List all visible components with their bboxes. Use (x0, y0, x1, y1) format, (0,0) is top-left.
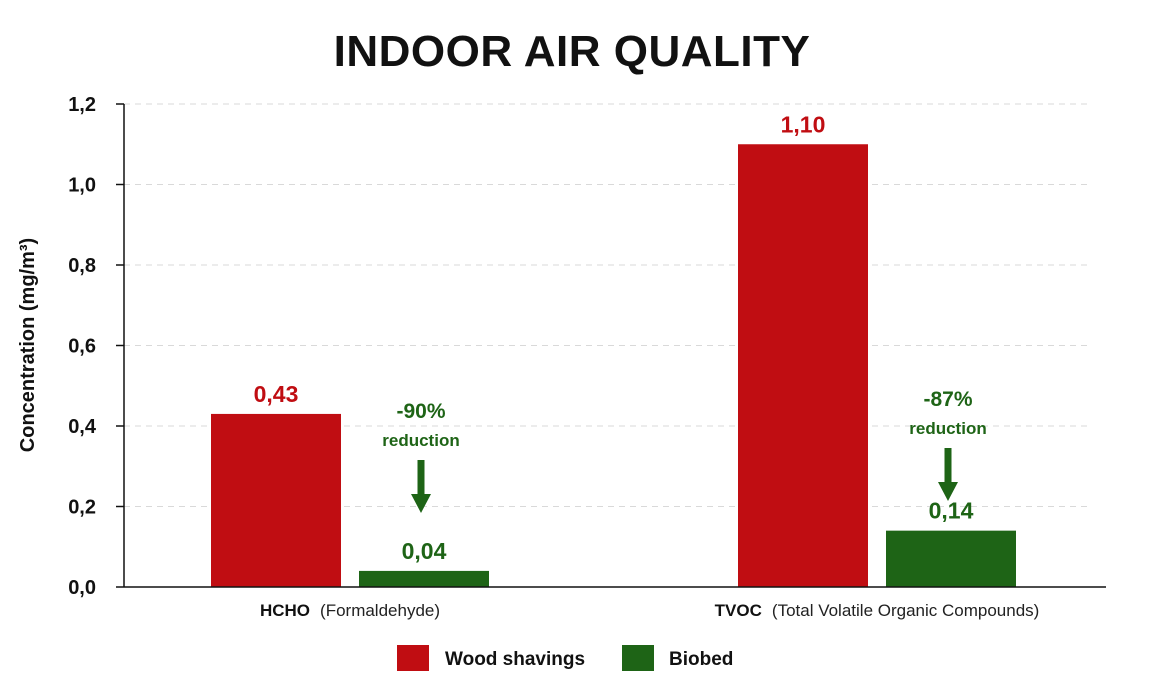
x-category-label: HCHO (Formaldehyde) (260, 601, 440, 620)
reduction-text: reduction (909, 419, 986, 438)
y-axis-label: Concentration (mg/m³) (17, 238, 39, 452)
legend-label: Biobed (669, 649, 733, 670)
legend-label: Wood shavings (445, 649, 585, 670)
category-code: HCHO (260, 601, 310, 620)
legend-swatch (622, 645, 654, 671)
category-code: TVOC (715, 601, 762, 620)
bar-value-label: 0,14 (929, 498, 974, 524)
bar-value-label: 0,04 (402, 538, 447, 564)
reduction-percent: -90% (396, 400, 445, 423)
x-category-label: TVOC (Total Volatile Organic Compounds) (715, 601, 1040, 620)
bar-value-label: 0,43 (254, 381, 299, 407)
reduction-annotations: -90% reduction -87% reduction (382, 388, 987, 513)
down-arrow-icon (938, 448, 958, 501)
y-tick-label: 0,2 (68, 497, 96, 519)
bar-biobed (886, 530, 1016, 587)
value-labels: 0,43 1,10 0,04 0,14 (254, 111, 974, 564)
category-description: (Total Volatile Organic Compounds) (772, 601, 1039, 620)
bar-wood-shavings (738, 144, 868, 587)
reduction-text: reduction (382, 431, 459, 450)
grid-lines (124, 103, 1092, 507)
bar-wood-shavings (211, 413, 341, 587)
reduction-percent: -87% (923, 388, 972, 411)
down-arrow-icon (411, 460, 431, 513)
chart-title: INDOOR AIR QUALITY (334, 27, 811, 76)
y-tick-label: 0,6 (68, 336, 96, 358)
category-description: (Formaldehyde) (320, 601, 440, 620)
x-axis: HCHO (Formaldehyde) TVOC (Total Volatile Or… (260, 601, 1039, 620)
y-tick-label: 1,2 (68, 94, 96, 116)
legend: Wood shavings Biobed (397, 645, 733, 671)
bar-biobed (359, 570, 489, 587)
bar-value-label: 1,10 (781, 111, 826, 137)
y-tick-label: 0,4 (68, 416, 97, 438)
y-tick-label: 0,0 (68, 577, 96, 599)
legend-swatch (397, 645, 429, 671)
y-axis: 0,0 0,2 0,4 0,6 0,8 1,0 1,2 (68, 94, 125, 599)
y-tick-label: 0,8 (68, 255, 96, 277)
bars (211, 144, 1016, 587)
y-tick-label: 1,0 (68, 175, 96, 197)
